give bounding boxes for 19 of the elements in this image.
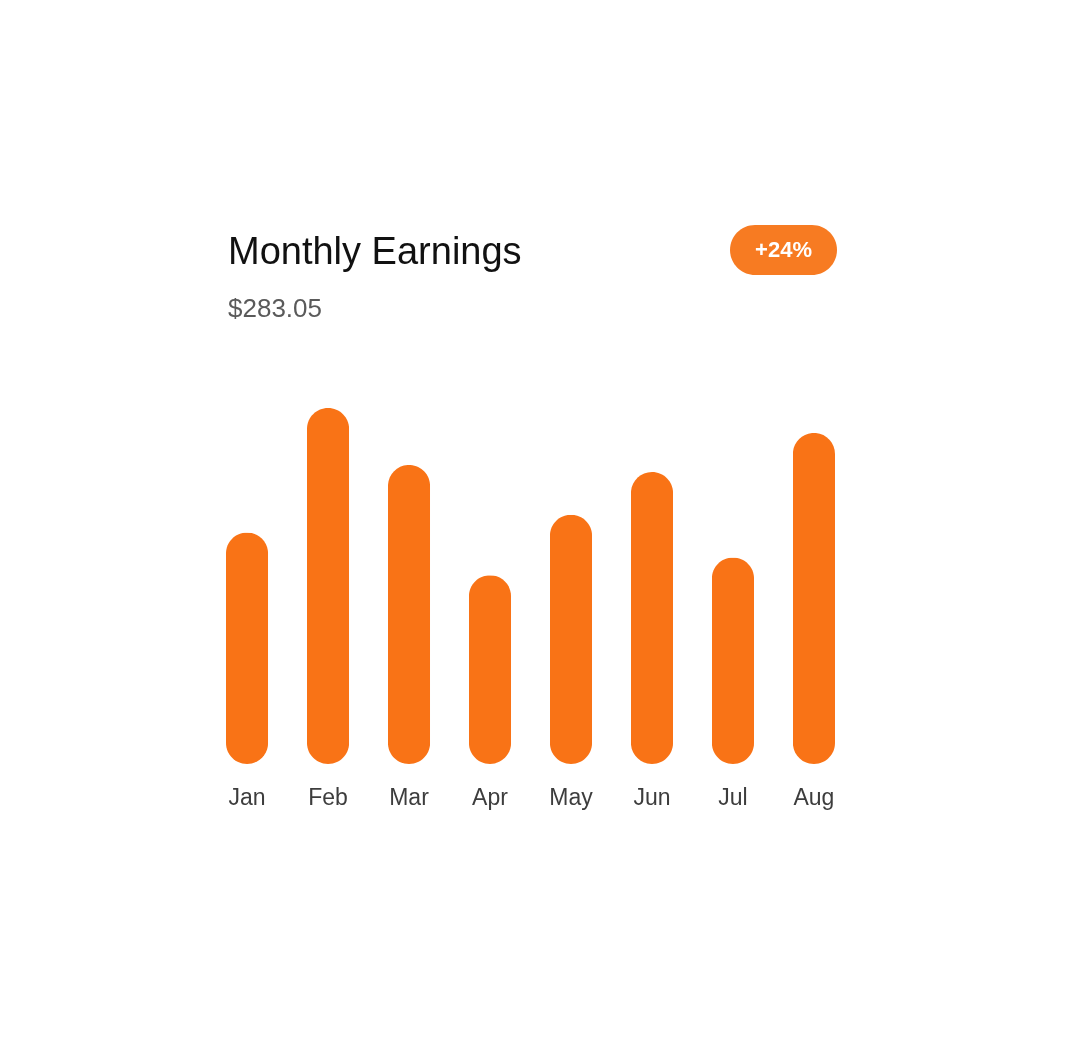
bar	[468, 575, 512, 764]
x-tick-label: Jun	[633, 783, 671, 810]
bar	[630, 472, 674, 764]
x-tick-label: Aug	[793, 783, 835, 810]
bar	[711, 557, 755, 764]
x-tick-label: Jul	[718, 783, 748, 810]
text: +24%	[755, 237, 812, 262]
bar	[306, 408, 350, 764]
x-tick-label: Apr	[472, 783, 509, 810]
bar	[549, 514, 593, 764]
chart-title: Monthly Earnings	[228, 230, 522, 272]
bar	[792, 432, 835, 764]
x-tick-label: Jan	[228, 783, 266, 810]
x-tick-label: May	[549, 783, 594, 810]
x-tick-label: Feb	[308, 783, 348, 810]
x-tick-label: Mar	[389, 783, 430, 810]
bar	[387, 464, 431, 764]
bar	[226, 532, 269, 764]
chart-subtitle: $283.05	[228, 293, 322, 323]
